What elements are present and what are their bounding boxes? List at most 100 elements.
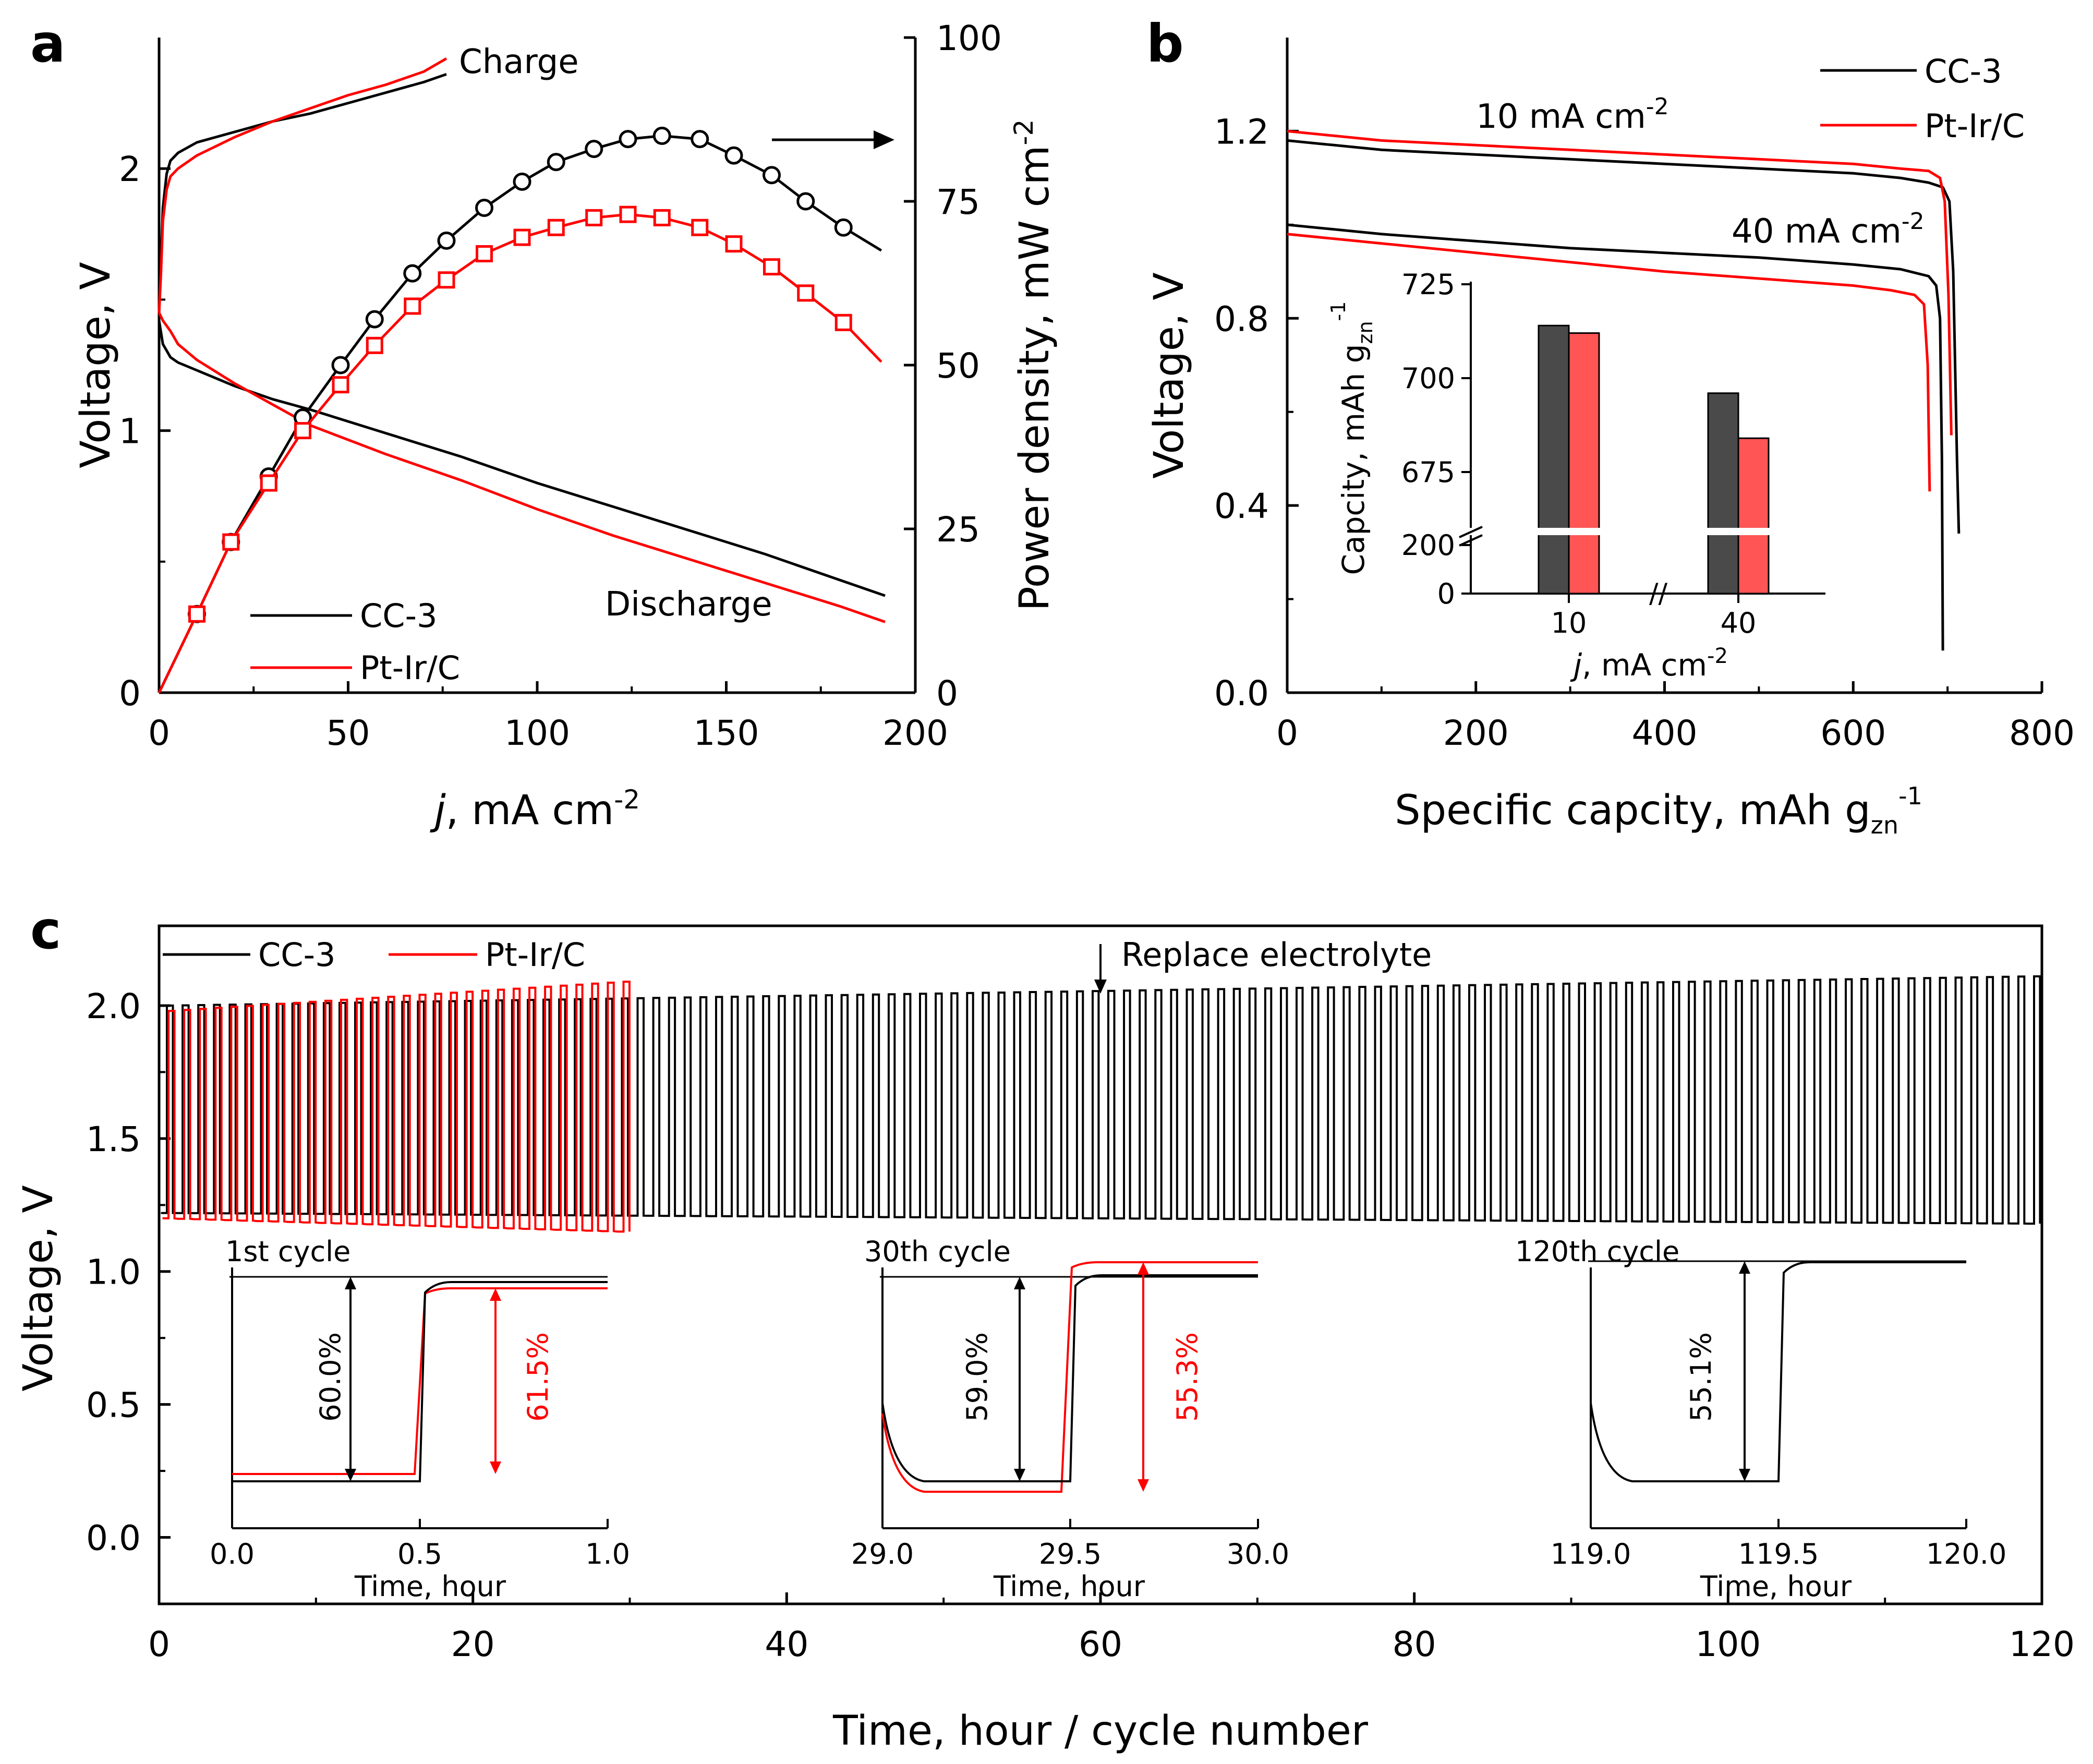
panel-label-b: b — [1146, 13, 1184, 74]
a-y2tick-label: 75 — [936, 182, 980, 222]
panel-c-x-label: Time, hour / cycle number — [832, 1708, 1369, 1755]
panel-b-x-label-sup: -1 — [1898, 782, 1922, 810]
series-discharge-ptir — [158, 312, 886, 623]
panel-b-y-label: Voltage, V — [1146, 272, 1193, 479]
inset-3-xtick-0: 119.0 — [1551, 1538, 1631, 1570]
marker-circle-cc3 — [796, 192, 815, 211]
inset-2-title: 30th cycle — [864, 1235, 1011, 1268]
marker-square-ptir — [547, 219, 565, 236]
inset-xtick-label: 40 — [1721, 607, 1757, 639]
inset-1-efficiency-ptir: 61.5% — [522, 1332, 554, 1422]
b-ytick-label: 0.4 — [1214, 486, 1269, 526]
panel-a-y2-label-main: Power density, mW cm — [1011, 145, 1058, 611]
marker-circle-cc3 — [547, 153, 565, 172]
inset-ytick-label: 700 — [1401, 362, 1455, 395]
inset-1-xtick-2: 1.0 — [585, 1538, 630, 1570]
marker-square-ptir — [366, 336, 383, 354]
replace-electrolyte-annotation: Replace electrolyte — [1094, 936, 1432, 994]
inset-bar-ptir-40 — [1737, 437, 1770, 595]
inset-3-xtick-2: 120.0 — [1926, 1538, 2007, 1570]
panel-c-insets — [229, 1260, 1967, 1529]
inset-arrow-cc3-head-bottom — [1739, 1469, 1750, 1481]
panel-b-x-label: Specific capcity, mAh gzn-1 — [1395, 782, 1922, 839]
marker-square-ptir — [294, 422, 311, 440]
b-ytick-label: 1.2 — [1214, 112, 1269, 152]
marker-square-ptir — [438, 271, 455, 289]
panel-b-label-10-sup: -2 — [1646, 93, 1669, 120]
series-discharge-cc3 — [158, 320, 886, 597]
inset-1-title: 1st cycle — [225, 1235, 350, 1268]
panel-b-x-label-sub: zn — [1871, 811, 1898, 839]
inset-ytick-label: 725 — [1401, 268, 1455, 301]
inset-bars — [1537, 324, 1771, 595]
legend-ptir-c: Pt-Ir/C — [485, 936, 585, 974]
marker-square-ptir — [797, 284, 815, 302]
marker-square-ptir — [653, 209, 671, 226]
inset-2-xtick-0: 29.0 — [851, 1538, 914, 1570]
marker-circle-cc3 — [619, 130, 637, 149]
panel-a-y-label: Voltage, V — [72, 262, 119, 468]
series-charge-cc3 — [158, 73, 447, 313]
c-ytick-label: 1.0 — [86, 1252, 141, 1292]
b-xtick-label: 0 — [1276, 713, 1298, 753]
inset-ytick-label: 0 — [1437, 577, 1455, 610]
marker-square-ptir — [188, 605, 205, 623]
marker-square-ptir — [585, 209, 603, 226]
panel-b-series — [1287, 129, 1961, 651]
inset-2-efficiency-cc3: 59.0% — [961, 1332, 994, 1422]
marker-circle-cc3 — [724, 146, 743, 165]
inset-2-xtick-2: 30.0 — [1227, 1538, 1289, 1570]
series-cc3-10 — [1287, 139, 1961, 534]
cycling-ptir — [162, 981, 631, 1233]
marker-circle-cc3 — [834, 218, 853, 237]
inset-curve-ptir — [881, 1261, 1258, 1493]
inset-bar-cc3-40 — [1707, 392, 1739, 595]
legend-cc3-c: CC-3 — [258, 936, 335, 974]
marker-square-ptir — [332, 376, 349, 394]
inset-1-xtick-0: 0.0 — [210, 1538, 255, 1570]
inset-ytick-label: 200 — [1401, 529, 1455, 562]
c-xtick-label: 80 — [1393, 1624, 1436, 1664]
marker-circle-cc3 — [331, 356, 350, 374]
inset-2-efficiency-ptir: 55.3% — [1171, 1332, 1204, 1422]
inset-arrow-ptir-head-top — [490, 1288, 501, 1301]
c-xtick-label: 20 — [451, 1624, 495, 1664]
a-xtick-label: 0 — [148, 713, 170, 753]
inset-curve-cc3 — [1590, 1261, 1966, 1482]
marker-circle-cc3 — [585, 140, 603, 159]
a-xtick-label: 100 — [504, 713, 570, 753]
panel-c-y-label: Voltage, V — [15, 1185, 62, 1392]
panel-a-legend: CC-3 Pt-Ir/C — [250, 597, 460, 687]
b-xtick-label: 400 — [1632, 713, 1698, 753]
inset-1 — [229, 1267, 609, 1529]
panel-b-label-40: 40 mA cm-2 — [1732, 208, 1925, 251]
inset-3 — [1588, 1260, 1967, 1529]
c-xtick-label: 100 — [1695, 1624, 1761, 1664]
panel-c-ticks: 0 20 40 60 80 100 120 0.0 0.5 1.0 1.5 2.0 — [86, 986, 2075, 1664]
inset-arrow-cc3-head-top — [345, 1277, 356, 1289]
marker-square-ptir — [513, 228, 531, 246]
inset-2-xtick-1: 29.5 — [1039, 1538, 1102, 1570]
panel-a-x-label-sup: -2 — [614, 784, 640, 815]
inset-3-efficiency-cc3: 55.1% — [1685, 1332, 1717, 1422]
inset-y-label-sub: zn — [1354, 321, 1377, 344]
inset-arrow-cc3-head-top — [1739, 1261, 1750, 1274]
a-ytick-label: 0 — [119, 673, 141, 714]
panel-b-x-label-main: Specific capcity, mAh g — [1395, 787, 1871, 834]
a-y2tick-label: 25 — [936, 510, 980, 550]
marker-square-ptir — [404, 297, 421, 315]
inset-x-label-rest: , mA cm — [1582, 647, 1707, 683]
series-ptir-40 — [1287, 233, 1931, 492]
inset-3-x-label: Time, hour — [1700, 1570, 1852, 1603]
series-ptir-10 — [1287, 129, 1953, 436]
inset-xtick-label: 10 — [1551, 607, 1587, 639]
marker-circle-cc3 — [437, 231, 456, 250]
replace-electrolyte-label: Replace electrolyte — [1121, 936, 1432, 974]
a-y2tick-label: 0 — [936, 673, 958, 714]
inset-x-break: // — [1649, 578, 1668, 609]
legend-ptir: Pt-Ir/C — [360, 649, 460, 687]
marker-square-ptir — [619, 206, 637, 223]
